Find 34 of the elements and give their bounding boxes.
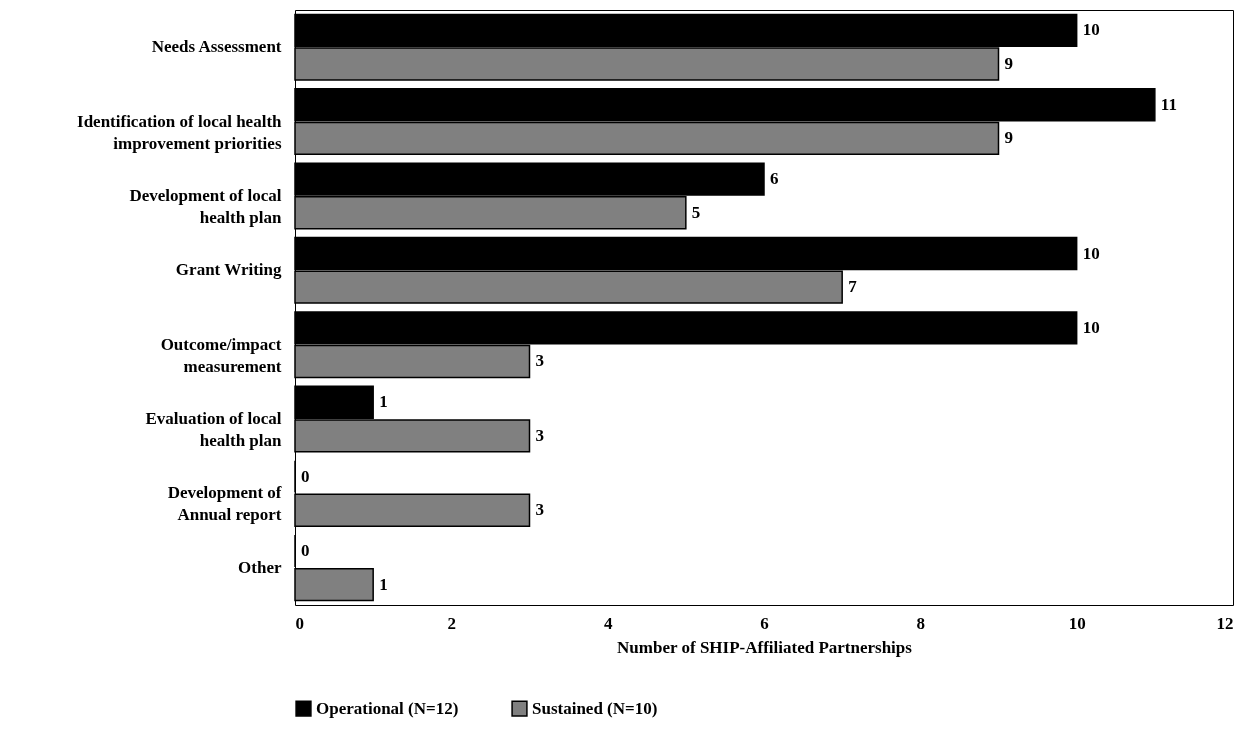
y-tick-label: Needs Assessment <box>151 37 282 57</box>
data-label: 3 <box>535 425 544 445</box>
legend-label: Sustained (N=10) <box>532 698 658 718</box>
x-tick-label: 6 <box>760 613 769 633</box>
data-label: 0 <box>301 541 310 561</box>
data-label: 3 <box>535 351 544 371</box>
data-label: 10 <box>1082 317 1100 337</box>
y-tick-label: Identification of local health improvement priorities <box>77 111 283 153</box>
data-label: 9 <box>1004 53 1013 73</box>
data-label: 1 <box>379 574 388 594</box>
legend-label: Operational (N=12) <box>316 698 459 718</box>
data-label: 0 <box>301 466 310 486</box>
y-tick-label: Evaluation of local health plan <box>145 409 283 451</box>
data-label: 1 <box>379 392 388 412</box>
data-label: 6 <box>770 169 779 189</box>
y-tick-label: Outcome/impact measurement <box>160 334 282 376</box>
data-label: 10 <box>1082 243 1100 263</box>
x-tick-label: 12 <box>1216 613 1234 633</box>
data-label: 11 <box>1160 94 1177 114</box>
data-label: 3 <box>535 500 544 520</box>
x-tick-label: 2 <box>447 613 457 633</box>
x-axis-title: Number of SHIP-Affiliated Partnerships <box>617 637 913 657</box>
y-tick-label: Development of Annual report <box>167 483 282 525</box>
x-tick-label: 0 <box>295 613 304 633</box>
y-tick-label: Grant Writing <box>175 260 282 280</box>
data-label: 9 <box>1004 128 1013 148</box>
x-tick-label: 4 <box>603 613 613 633</box>
y-tick-label: Other <box>238 557 282 577</box>
x-tick-label: 10 <box>1068 613 1086 633</box>
x-tick-label: 8 <box>916 613 926 633</box>
y-tick-label: Development of local health plan <box>129 185 283 227</box>
data-label: 7 <box>848 277 858 297</box>
data-label: 5 <box>691 202 701 222</box>
data-label: 10 <box>1082 20 1100 40</box>
